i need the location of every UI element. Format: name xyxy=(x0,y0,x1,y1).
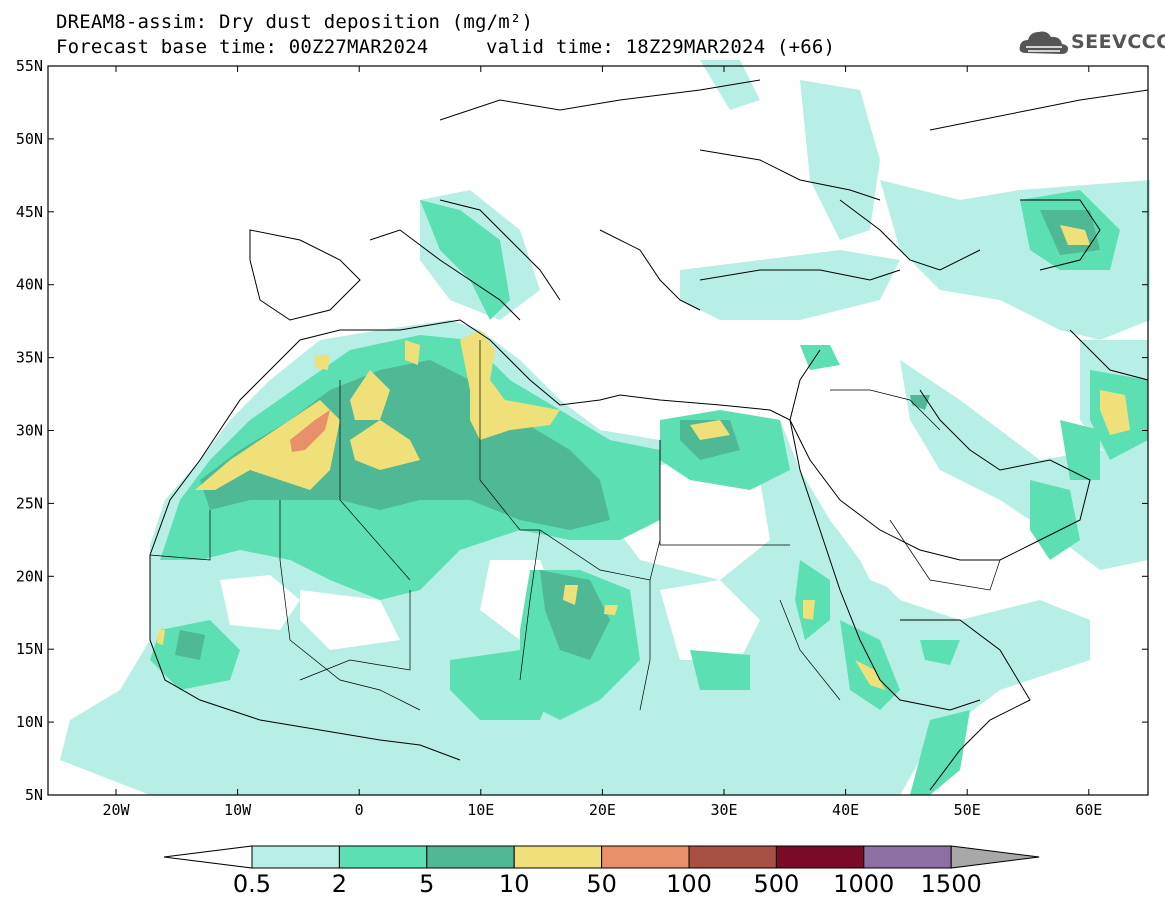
lon-label: 40E xyxy=(832,801,859,819)
lat-label: 20N xyxy=(16,567,43,585)
lon-label: 20W xyxy=(102,801,130,819)
lon-label: 30E xyxy=(710,801,737,819)
colorbar-label: 50 xyxy=(586,870,617,898)
lon-label: 10W xyxy=(224,801,252,819)
dust-field-high xyxy=(157,225,1130,690)
lon-label: 0 xyxy=(355,801,364,819)
colorbar-label: 100 xyxy=(666,870,712,898)
colorbar-swatch xyxy=(601,845,690,869)
valid-time: valid time: 18Z29MAR2024 (+66) xyxy=(486,36,836,58)
colorbar-swatch xyxy=(688,845,777,869)
lat-label: 30N xyxy=(16,422,43,440)
lat-label: 40N xyxy=(16,276,43,294)
colorbar-label: 0.5 xyxy=(233,870,271,898)
colorbar-swatch xyxy=(863,845,952,869)
colorbar-label: 500 xyxy=(753,870,799,898)
lat-label: 55N xyxy=(16,57,43,75)
colorbar-swatch xyxy=(775,845,865,869)
lon-label: 60E xyxy=(1075,801,1102,819)
lon-label: 20E xyxy=(589,801,616,819)
lon-label: 10E xyxy=(467,801,494,819)
lat-label: 5N xyxy=(25,786,43,804)
colorbar-label: 10 xyxy=(499,870,530,898)
colorbar-label: 2 xyxy=(332,870,347,898)
lon-label: 50E xyxy=(954,801,981,819)
colorbar-label: 5 xyxy=(419,870,434,898)
colorbar-label: 1000 xyxy=(833,870,894,898)
colorbar-swatch xyxy=(513,845,603,869)
lat-label: 15N xyxy=(16,640,43,658)
lat-label: 25N xyxy=(16,494,43,512)
lat-label: 35N xyxy=(16,349,43,367)
colorbar-swatch xyxy=(251,845,340,869)
country-borders xyxy=(149,340,1001,711)
colorbar-low-arrow xyxy=(163,845,253,869)
colorbar-label: 1500 xyxy=(921,870,982,898)
map-title: DREAM8-assim: Dry dust deposition (mg/m²… xyxy=(56,11,534,33)
cloud-icon xyxy=(1019,31,1069,54)
forecast-base-time: Forecast base time: 00Z27MAR2024 xyxy=(56,36,429,58)
dust-field-peak xyxy=(290,410,330,452)
logo-text: SEEVCCC xyxy=(1071,31,1165,53)
lat-label: 10N xyxy=(16,713,43,731)
coastlines xyxy=(149,79,1149,791)
colorbar-swatch xyxy=(338,845,428,869)
colorbar-high-arrow xyxy=(950,845,1040,869)
colorbar-swatch xyxy=(426,845,515,869)
lat-label: 50N xyxy=(16,130,43,148)
colorbar: 0.5 2 5 10 50 100 500 1000 1500 xyxy=(163,845,1040,898)
lat-label: 45N xyxy=(16,203,43,221)
